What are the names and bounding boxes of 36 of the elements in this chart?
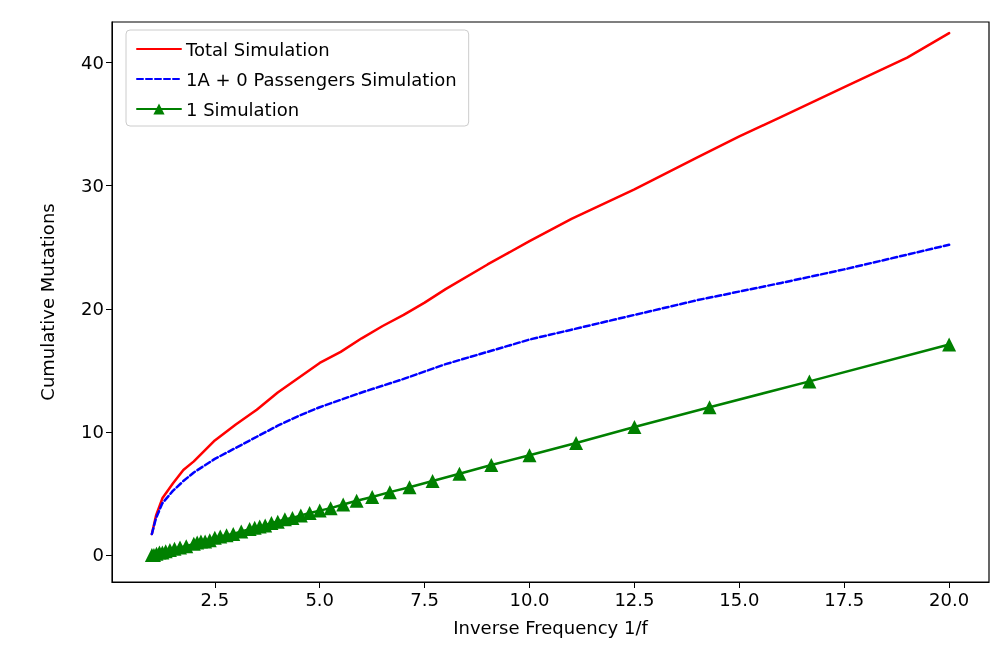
point: [349, 493, 364, 508]
x-tick-label: 17.5: [824, 588, 865, 610]
y-axis-title: Cumulative Mutations: [36, 203, 58, 401]
point: [702, 400, 717, 415]
point: [425, 474, 440, 489]
point: [569, 435, 584, 450]
point: [627, 419, 642, 434]
point: [522, 448, 537, 463]
point: [323, 501, 338, 516]
point: [402, 480, 417, 495]
y-tick-label: 10: [81, 421, 104, 443]
x-tick-label: 2.5: [200, 588, 230, 610]
point: [942, 337, 957, 352]
y-tick-label: 0: [92, 544, 104, 566]
point: [312, 503, 327, 518]
x-axis-title: Inverse Frequency 1/f: [453, 616, 649, 638]
x-tick-label: 15.0: [719, 588, 760, 610]
x-tick-label: 12.5: [614, 588, 655, 610]
x-tick-label: 5.0: [305, 588, 335, 610]
line-series: [150, 243, 951, 536]
legend-label: Total Simulation: [185, 38, 330, 60]
x-tick-label: 10.0: [509, 588, 550, 610]
point: [302, 506, 317, 521]
point: [365, 490, 380, 505]
point: [452, 466, 467, 481]
y-tick-label: 40: [81, 52, 104, 74]
y-tick-label: 20: [81, 298, 104, 320]
legend-label: 1A + 0 Passengers Simulation: [186, 68, 457, 90]
point: [484, 458, 499, 473]
y-tick-label: 30: [81, 175, 104, 197]
x-tick-label: 20.0: [929, 588, 970, 610]
point: [336, 497, 351, 512]
legend-label: 1 Simulation: [186, 98, 300, 120]
x-tick-label: 7.5: [410, 588, 439, 610]
point: [802, 374, 817, 389]
point: [382, 485, 397, 500]
